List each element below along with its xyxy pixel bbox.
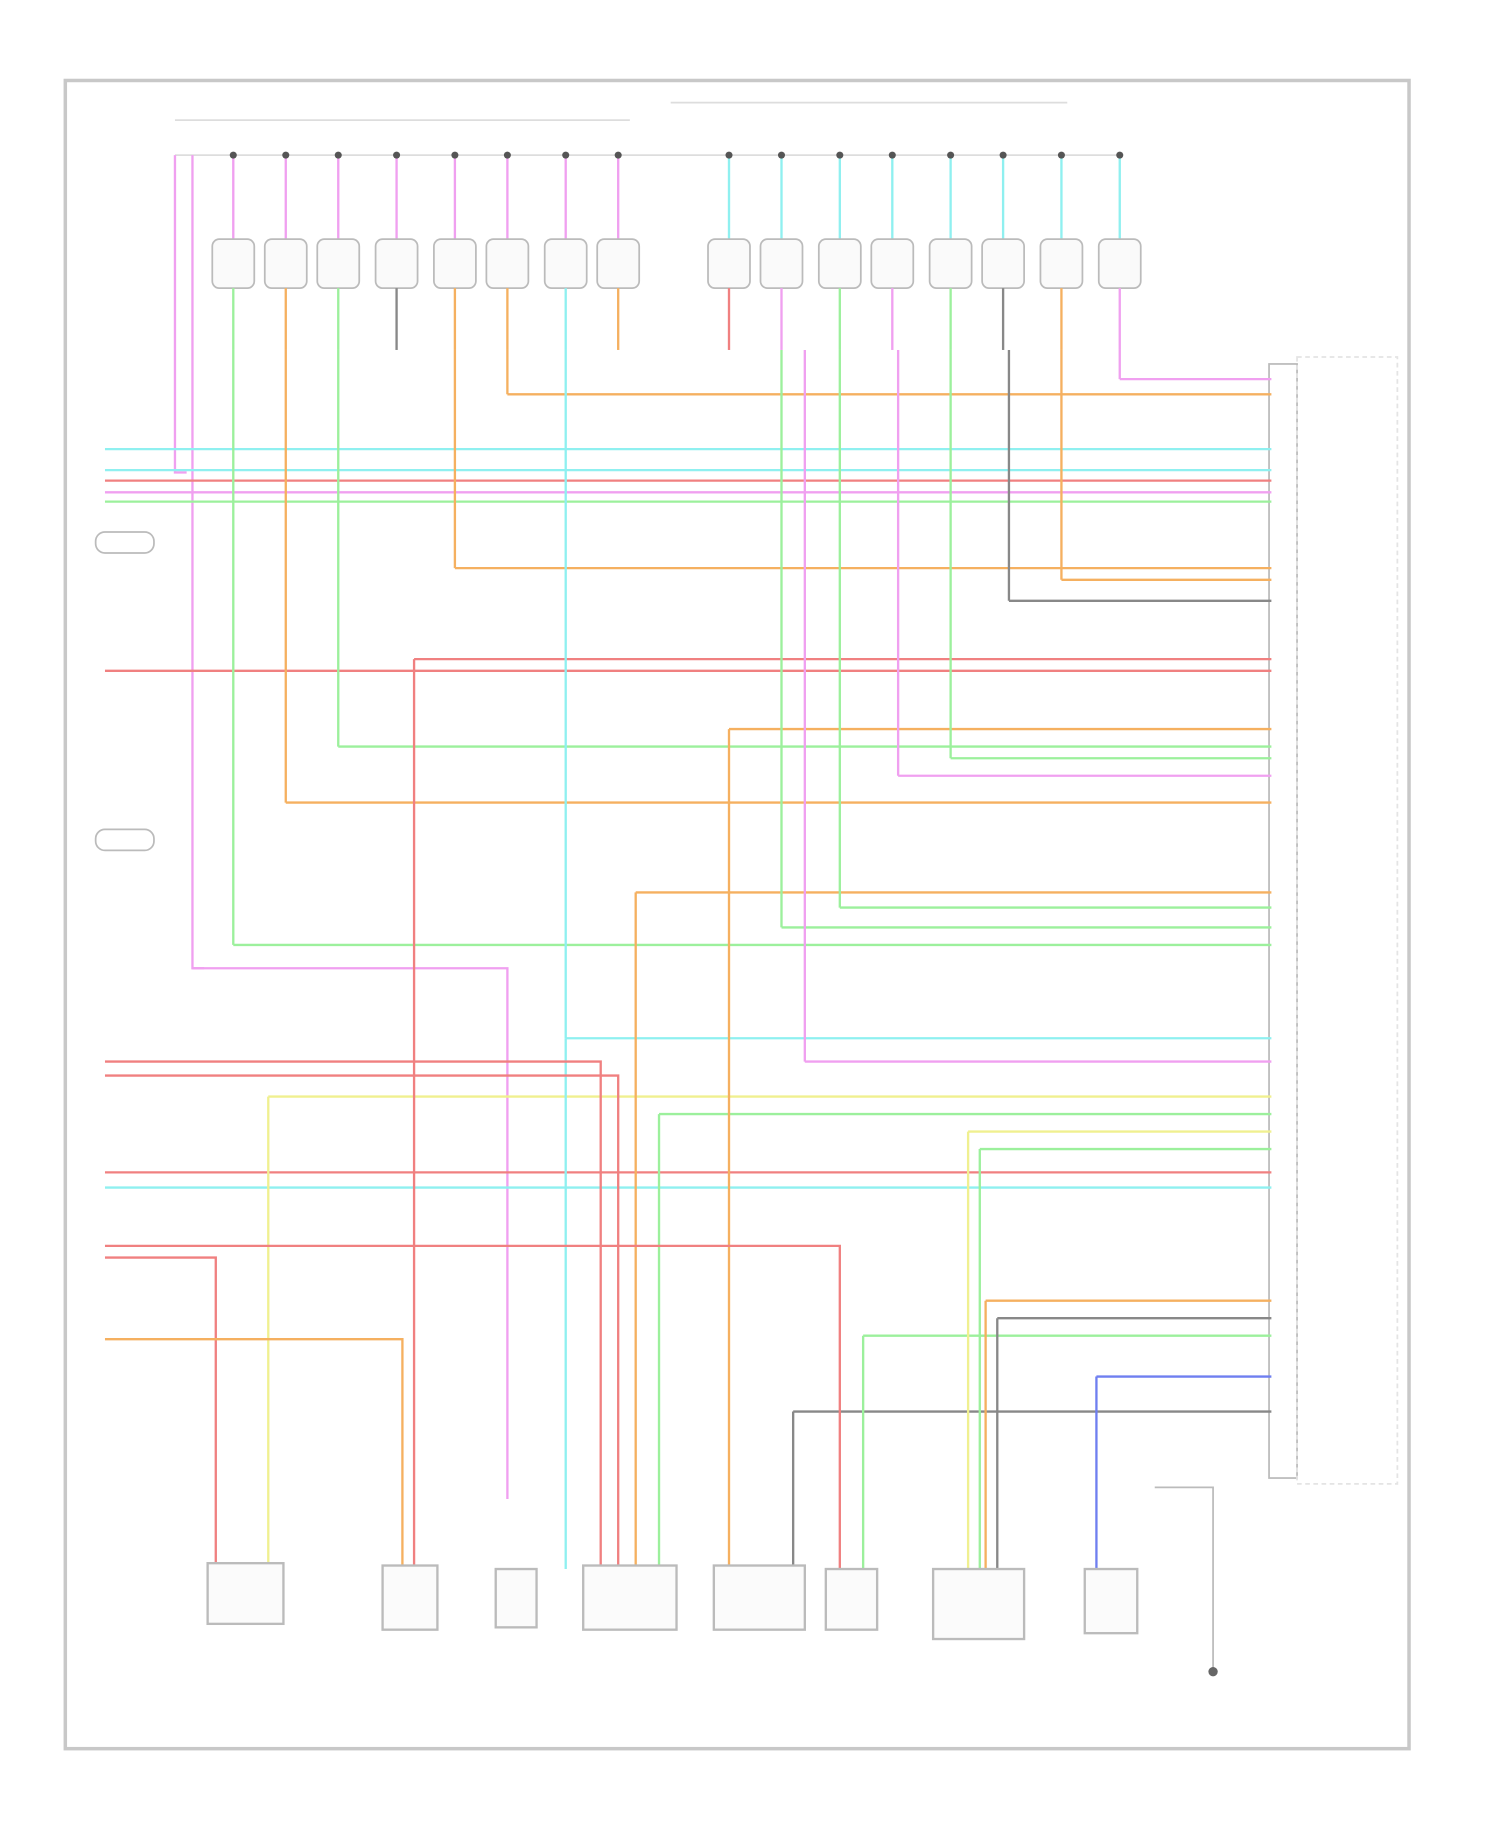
fuse-icon: [1039, 238, 1084, 290]
splice-dot: [451, 151, 459, 159]
sensor-component: [582, 1564, 678, 1631]
sensor-component: [494, 1567, 538, 1629]
fuse-icon: [759, 238, 804, 290]
fuse-icon: [981, 238, 1025, 290]
component-wire: [104, 1338, 404, 1570]
fuse-icon: [817, 238, 862, 290]
splice-dot: [503, 151, 511, 159]
splice-dot: [562, 151, 570, 159]
splice-dot: [725, 151, 733, 159]
splice-dot: [282, 151, 290, 159]
fuse-icon: [1097, 238, 1142, 290]
splice-dot: [888, 151, 896, 159]
diagram-frame: [63, 78, 1411, 1751]
fuse-icon: [211, 238, 256, 290]
pcm-connector: [1268, 363, 1298, 1479]
fuse-icon: [374, 238, 419, 290]
power-feed-wire: [191, 155, 205, 970]
sensor-component: [1083, 1567, 1139, 1635]
power-feed-wire: [192, 967, 509, 1500]
splice-dot: [393, 151, 401, 159]
sensor-component: [206, 1562, 285, 1626]
fuse-icon: [870, 238, 915, 290]
splice-dot: [999, 151, 1007, 159]
ground-icon: [1208, 1667, 1218, 1677]
fuse-icon: [316, 238, 361, 290]
fuse-icon: [263, 238, 308, 290]
fuse-icon: [433, 238, 477, 290]
splice-dot: [614, 151, 622, 159]
component-wire: [104, 1256, 217, 1570]
sensor-component: [381, 1564, 439, 1631]
fuse-icon: [543, 238, 588, 290]
component-wire: [104, 1060, 602, 1570]
splice-dot: [229, 151, 237, 159]
ground-wire: [1154, 1486, 1214, 1669]
splice-dot: [1057, 151, 1065, 159]
pcm-module: [1296, 356, 1399, 1485]
connector-icon: [94, 828, 155, 852]
sensor-component: [824, 1567, 879, 1631]
sensor-component: [712, 1564, 806, 1631]
splice-dot: [334, 151, 342, 159]
fuse-icon: [707, 238, 751, 290]
splice-dot: [947, 151, 955, 159]
connector-icon: [94, 531, 155, 554]
splice-dot: [777, 151, 785, 159]
sensor-component: [931, 1567, 1026, 1641]
fuse-icon: [928, 238, 973, 290]
splice-dot: [836, 151, 844, 159]
fuse-icon: [485, 238, 530, 290]
splice-dot: [1116, 151, 1124, 159]
fuse-icon: [596, 238, 641, 290]
component-wire: [104, 1074, 620, 1570]
component-wire: [104, 1244, 841, 1570]
power-feed-wire: [173, 155, 187, 474]
